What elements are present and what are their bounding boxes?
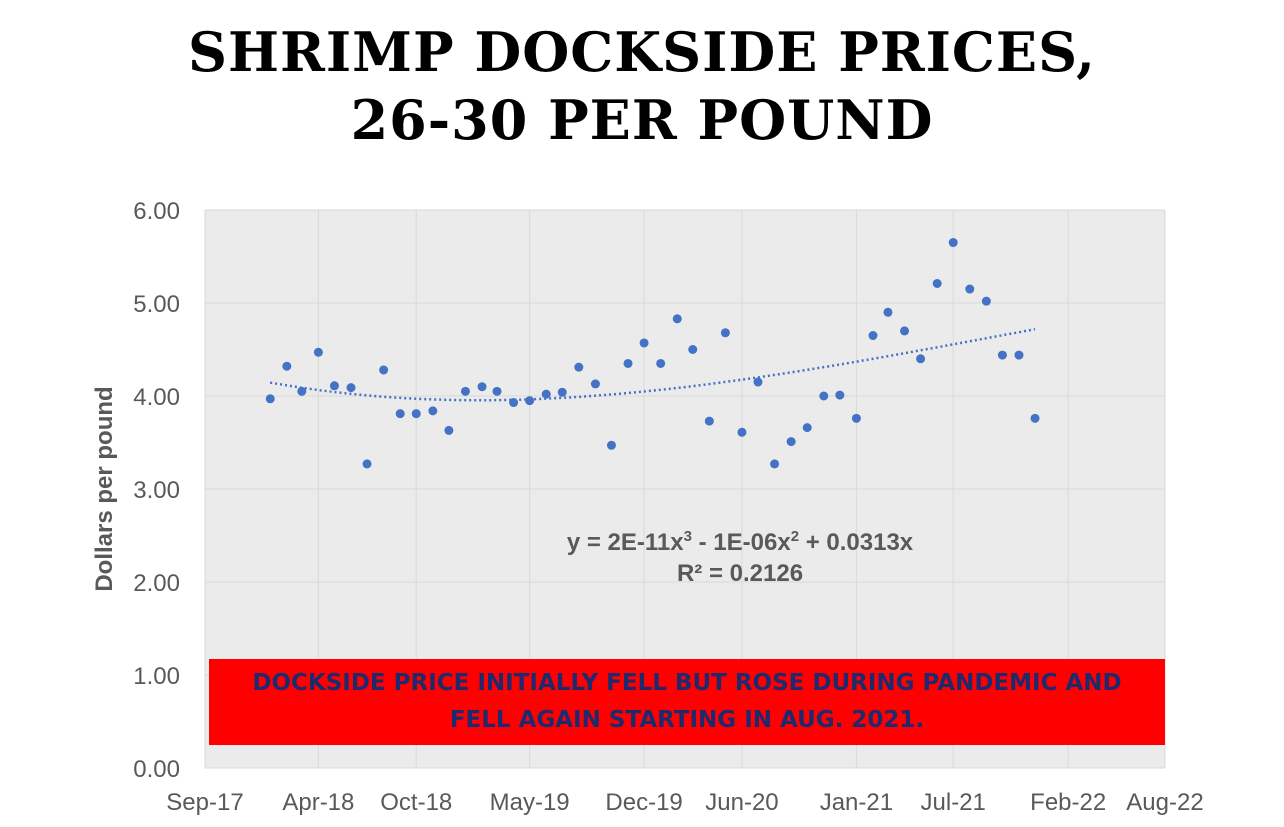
data-points [265, 238, 1040, 469]
data-point [282, 361, 292, 371]
trend-equation: y = 2E-11x3 - 1E-06x2 + 0.0313x [567, 528, 914, 556]
title-line-1: SHRIMP DOCKSIDE PRICES, [188, 20, 1096, 84]
data-point [313, 347, 323, 357]
data-point [868, 331, 878, 341]
data-point [590, 379, 600, 389]
y-axis-label: Dollars per pound [91, 386, 118, 591]
data-point [883, 307, 893, 317]
data-point [916, 354, 926, 364]
data-point [574, 362, 584, 372]
data-point [639, 338, 649, 348]
data-point [737, 427, 747, 437]
data-point [997, 350, 1007, 360]
data-point [509, 398, 519, 408]
x-tick-label: Jan-21 [820, 789, 893, 816]
banner-line-1: DOCKSIDE PRICE INITIALLY FELL BUT ROSE D… [252, 670, 1122, 696]
data-point [900, 326, 910, 336]
data-point [688, 345, 698, 354]
data-point [704, 416, 714, 426]
x-tick-label: Sep-17 [166, 789, 243, 816]
y-tick-label: 2.00 [133, 570, 180, 597]
data-point [623, 358, 633, 368]
data-point [444, 425, 454, 435]
x-tick-label: Jul-21 [921, 789, 986, 816]
x-tick-label: Feb-22 [1030, 789, 1106, 816]
data-point [948, 238, 958, 248]
data-point [395, 409, 405, 419]
data-point [297, 386, 307, 396]
data-point [753, 377, 763, 387]
data-point [329, 381, 339, 391]
data-point [411, 409, 421, 419]
data-point [346, 383, 356, 393]
data-point [819, 391, 829, 401]
title-line-2: 26-30 PER POUND [350, 88, 934, 152]
data-point [606, 440, 616, 450]
data-point [802, 423, 812, 433]
data-point [492, 386, 502, 396]
data-point [981, 296, 991, 306]
data-point [835, 390, 845, 400]
data-point [770, 459, 780, 469]
data-point [525, 396, 535, 406]
x-axis-ticks: Sep-17 Apr-18 Oct-18 May-19 Dec-19 Jun-20 Jan-… [166, 789, 1203, 816]
data-point [362, 459, 372, 469]
y-tick-label: 5.00 [133, 291, 180, 318]
data-point [786, 437, 796, 447]
data-point [541, 389, 551, 399]
data-point [557, 387, 567, 397]
x-tick-label: Aug-22 [1126, 789, 1203, 816]
trendline [269, 327, 1036, 402]
data-point [265, 394, 275, 404]
x-tick-label: Oct-18 [380, 789, 452, 816]
data-point [851, 413, 861, 423]
y-tick-label: 1.00 [133, 663, 180, 690]
banner-line-2: FELL AGAIN STARTING IN AUG. 2021. [449, 707, 925, 733]
y-tick-label: 3.00 [133, 477, 180, 504]
annotation-banner: DOCKSIDE PRICE INITIALLY FELL BUT ROSE D… [209, 659, 1165, 745]
data-point [965, 284, 975, 294]
data-point [720, 328, 730, 338]
data-point [460, 386, 470, 396]
y-tick-label: 6.00 [133, 198, 180, 225]
data-point [932, 278, 942, 288]
x-tick-label: Jun-20 [705, 789, 778, 816]
y-tick-label: 0.00 [133, 756, 180, 783]
x-tick-label: Apr-18 [282, 789, 354, 816]
y-tick-label: 4.00 [133, 384, 180, 411]
x-tick-label: Dec-19 [605, 789, 682, 816]
r-squared: R² = 0.2126 [677, 560, 803, 587]
data-point [1030, 413, 1040, 423]
data-point [656, 358, 666, 368]
data-point [477, 382, 487, 392]
y-axis-ticks: 0.00 1.00 2.00 3.00 4.00 5.00 6.00 [133, 198, 180, 783]
chart-title: SHRIMP DOCKSIDE PRICES, 26-30 PER POUND [0, 18, 1284, 154]
x-tick-label: May-19 [490, 789, 570, 816]
data-point [428, 406, 438, 416]
data-point [1014, 350, 1024, 360]
data-point [672, 314, 682, 324]
data-point [379, 365, 389, 375]
